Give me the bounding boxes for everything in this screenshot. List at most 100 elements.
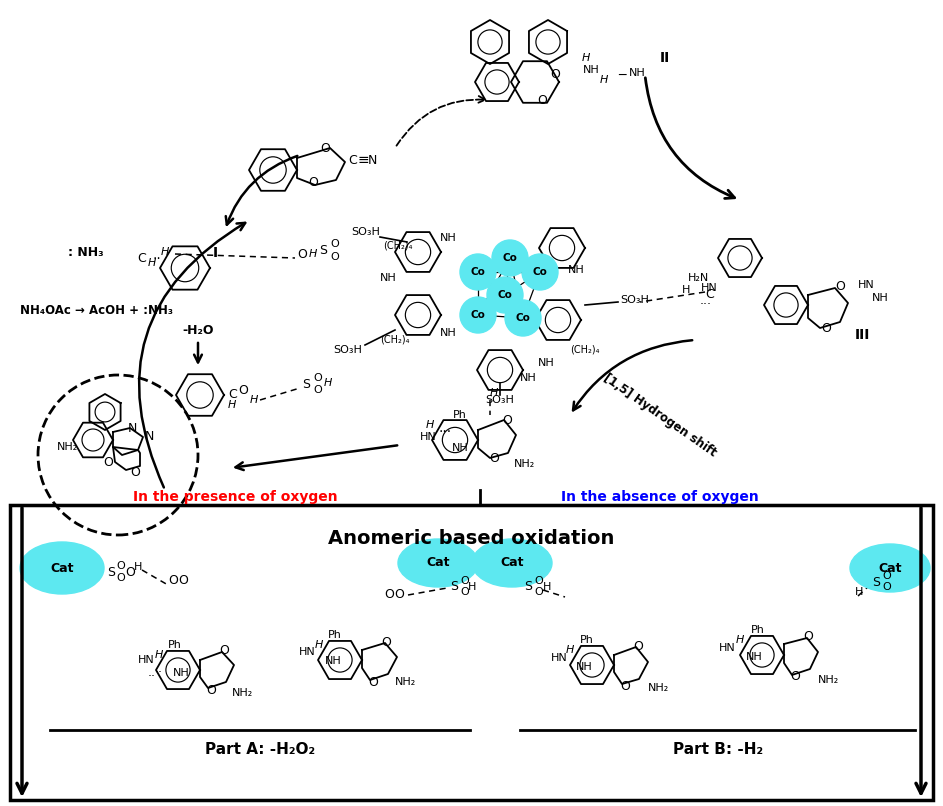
Text: HN: HN <box>421 432 437 442</box>
Text: O: O <box>460 576 469 586</box>
Circle shape <box>460 297 496 333</box>
Text: NH: NH <box>440 328 456 338</box>
Text: O: O <box>882 571 891 581</box>
Text: O: O <box>502 413 512 426</box>
Ellipse shape <box>472 539 552 587</box>
Text: H: H <box>161 247 169 257</box>
Text: (CH₂)₄: (CH₂)₄ <box>380 335 410 345</box>
Text: H: H <box>490 388 498 398</box>
Circle shape <box>460 254 496 290</box>
Text: Co: Co <box>471 267 486 277</box>
Text: O: O <box>330 252 339 262</box>
Text: H: H <box>228 400 237 410</box>
Text: HN: HN <box>720 643 736 653</box>
FancyArrowPatch shape <box>396 96 486 146</box>
Text: O: O <box>835 280 845 293</box>
Text: NH: NH <box>520 373 537 383</box>
Text: C: C <box>137 251 146 264</box>
Text: O: O <box>103 455 113 468</box>
Text: C: C <box>228 388 237 401</box>
Text: Ph: Ph <box>751 625 765 635</box>
Text: Co: Co <box>503 253 518 263</box>
Text: H₂N: H₂N <box>687 273 709 283</box>
FancyArrowPatch shape <box>916 508 926 793</box>
Circle shape <box>522 254 558 290</box>
Text: Cat: Cat <box>500 556 523 570</box>
Text: S: S <box>302 379 310 392</box>
Text: H: H <box>682 285 690 295</box>
Text: ..: .. <box>152 248 160 262</box>
Text: Ph: Ph <box>580 635 594 645</box>
Text: NH: NH <box>452 443 469 453</box>
Text: O: O <box>489 451 499 464</box>
Text: O: O <box>368 675 378 688</box>
Text: O: O <box>130 467 140 480</box>
Text: O: O <box>313 373 322 383</box>
Circle shape <box>492 240 528 276</box>
Text: ─: ─ <box>618 69 625 81</box>
FancyArrowPatch shape <box>194 343 202 363</box>
Text: H: H <box>155 650 163 660</box>
Text: H: H <box>855 587 864 597</box>
Text: H: H <box>148 258 157 268</box>
Text: O: O <box>534 576 543 586</box>
Text: O: O <box>125 566 135 579</box>
Text: S: S <box>450 580 458 593</box>
Text: ≡: ≡ <box>358 153 370 167</box>
Text: NH: NH <box>872 293 888 303</box>
Text: S: S <box>872 575 880 588</box>
Text: NH₂: NH₂ <box>818 675 839 685</box>
Text: O: O <box>803 630 813 643</box>
Text: Co: Co <box>533 267 548 277</box>
Text: HN: HN <box>702 283 718 293</box>
Text: H: H <box>582 53 590 63</box>
Text: O: O <box>534 587 543 597</box>
Text: HN: HN <box>299 647 316 657</box>
Text: SO₃H: SO₃H <box>351 227 380 237</box>
Text: O: O <box>882 582 891 592</box>
Text: ..: .. <box>148 666 156 679</box>
Text: H: H <box>425 420 434 430</box>
Text: H: H <box>134 562 142 572</box>
Text: Part B: -H₂: Part B: -H₂ <box>673 742 763 758</box>
Text: S: S <box>107 566 115 579</box>
Text: H: H <box>468 582 476 592</box>
Text: NH: NH <box>629 68 646 78</box>
Circle shape <box>487 277 523 313</box>
Text: HN: HN <box>552 653 568 663</box>
Text: NH: NH <box>583 65 600 75</box>
Text: Ph: Ph <box>168 640 182 650</box>
Text: O: O <box>790 671 800 683</box>
Text: O: O <box>550 69 560 81</box>
Text: HN: HN <box>139 655 155 665</box>
Text: O: O <box>308 177 318 189</box>
Text: H: H <box>315 640 323 650</box>
Text: In the absence of oxygen: In the absence of oxygen <box>561 490 759 504</box>
Text: O: O <box>460 587 469 597</box>
Text: NH: NH <box>380 273 397 283</box>
Text: NH₂: NH₂ <box>232 688 254 698</box>
Text: H: H <box>543 582 552 592</box>
Ellipse shape <box>20 542 104 594</box>
Circle shape <box>505 300 541 336</box>
Text: H: H <box>600 75 608 85</box>
FancyArrowPatch shape <box>236 446 397 470</box>
Text: H: H <box>324 378 332 388</box>
Text: NH: NH <box>568 265 585 275</box>
Text: SO₃H: SO₃H <box>333 345 362 355</box>
Text: S: S <box>524 580 532 593</box>
Text: O: O <box>538 93 547 106</box>
Text: Ph: Ph <box>453 410 467 420</box>
Text: NH: NH <box>538 358 555 368</box>
Text: ..: .. <box>155 662 163 675</box>
Text: (CH₂)₄: (CH₂)₄ <box>384 241 413 251</box>
Text: O: O <box>116 573 124 583</box>
Text: Co: Co <box>471 310 486 320</box>
Text: O: O <box>116 561 124 571</box>
Text: C: C <box>705 289 714 301</box>
Ellipse shape <box>850 544 930 592</box>
FancyArrowPatch shape <box>645 77 735 198</box>
Text: H: H <box>736 635 744 645</box>
Text: : NH₃: : NH₃ <box>68 247 104 260</box>
Text: S: S <box>319 243 327 256</box>
